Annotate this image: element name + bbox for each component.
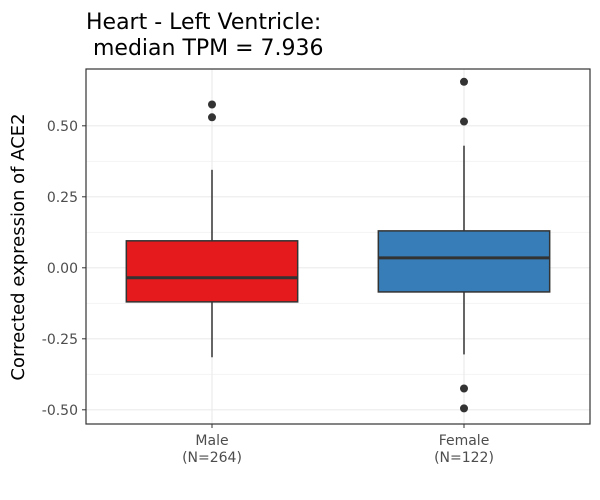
x-tick-count-label: (N=122) xyxy=(434,450,494,466)
y-axis-label: Corrected expression of ACE2 xyxy=(8,113,29,380)
boxes xyxy=(125,77,551,413)
outlier-point xyxy=(208,100,216,109)
box-male xyxy=(125,100,299,358)
y-axis: 0.50 0.25 0.00 -0.25 -0.50 xyxy=(42,119,86,419)
plot-panel xyxy=(85,68,591,425)
box-body xyxy=(125,240,299,303)
box-body xyxy=(377,230,551,293)
x-axis: Male(N=264) Female(N=122) xyxy=(182,424,494,466)
outlier-point xyxy=(460,77,468,86)
x-tick-label: Female xyxy=(439,433,490,449)
outlier-point xyxy=(460,404,468,413)
outlier-point xyxy=(208,113,216,122)
chart-title-line-1: Heart - Left Ventricle: xyxy=(86,10,321,35)
y-tick-label: 0.50 xyxy=(47,119,78,135)
box-female xyxy=(377,77,551,413)
x-tick-count-label: (N=264) xyxy=(182,450,242,466)
y-tick-label: 0.00 xyxy=(47,261,78,277)
x-tick-label: Male xyxy=(195,433,228,449)
chart-title-line-2: median TPM = 7.936 xyxy=(86,36,324,61)
y-tick-label: 0.25 xyxy=(47,190,78,206)
outlier-point xyxy=(460,117,468,126)
outlier-point xyxy=(460,384,468,393)
y-tick-label: -0.25 xyxy=(42,332,78,348)
panel-border xyxy=(85,68,591,425)
y-tick-label: -0.50 xyxy=(42,403,78,419)
